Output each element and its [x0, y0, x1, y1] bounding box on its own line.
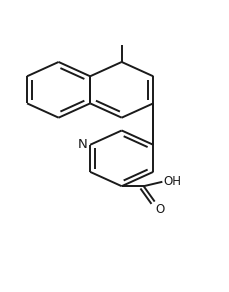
Text: N: N	[78, 138, 87, 151]
Text: OH: OH	[163, 175, 181, 188]
Text: O: O	[155, 203, 164, 216]
